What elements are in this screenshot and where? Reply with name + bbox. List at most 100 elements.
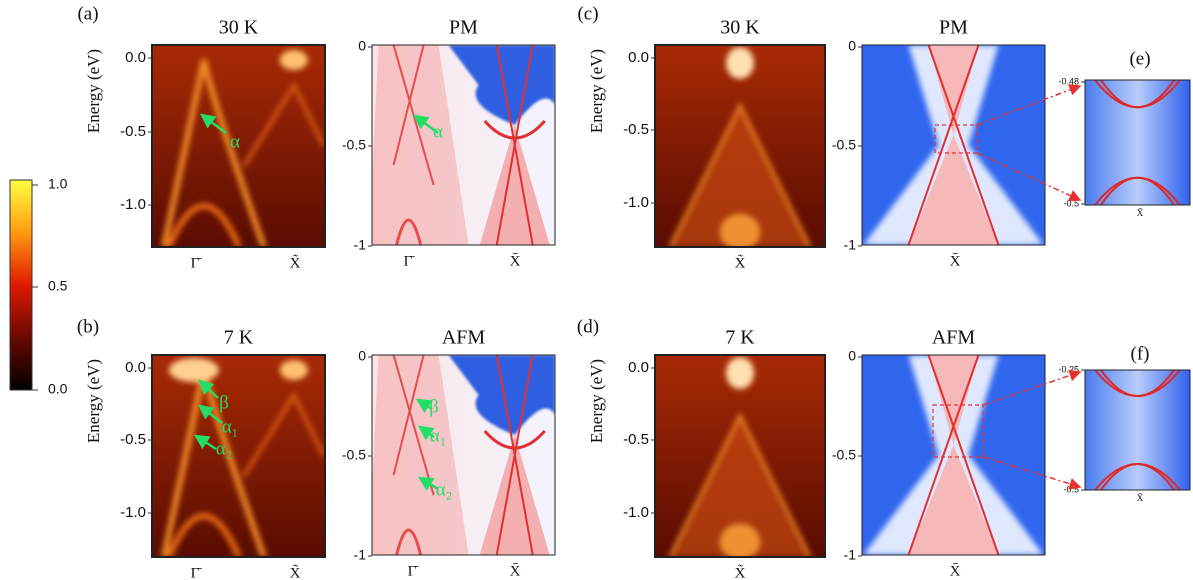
- y-tick-label: 0: [848, 38, 856, 54]
- y-tick-label: 0: [358, 38, 366, 54]
- panel-title: AFM: [932, 327, 976, 349]
- x-tick-label: X̃: [1137, 208, 1144, 218]
- annotation: β: [219, 392, 229, 413]
- page: 1.0 0.5 0.0 (a) (b) (c) (d) (e) (f) 30 K Energy (e…: [0, 0, 1193, 580]
- x-tick-label: X̃: [290, 254, 301, 271]
- y-tick-label: -0.5: [832, 447, 856, 463]
- y-tick-label: -0.5: [120, 431, 146, 448]
- panel-title: PM: [939, 17, 968, 39]
- annotation: α: [433, 121, 443, 142]
- spot: [726, 47, 754, 79]
- annotation: α₁: [430, 425, 447, 446]
- x-tick-label: X̄: [950, 253, 961, 269]
- y-tick-label: -1: [354, 237, 367, 253]
- annotation: α₂: [216, 438, 233, 459]
- panel-label: (a): [77, 3, 98, 24]
- x-tick-label: X̃: [735, 254, 746, 271]
- y-axis-label: Energy (eV): [84, 359, 103, 443]
- panel-image: [655, 45, 825, 250]
- panel-label: (b): [77, 316, 99, 337]
- spot: [169, 358, 219, 382]
- y-tick-label: -0.5: [623, 431, 649, 448]
- panel-label: (c): [577, 3, 598, 24]
- background: [152, 355, 325, 557]
- spot: [726, 357, 754, 389]
- y-tick-label: 0: [358, 348, 366, 364]
- x-tick-label: X̃: [735, 564, 746, 580]
- panel-image: [862, 355, 1045, 555]
- y-tick-label: 0.0: [125, 49, 146, 66]
- panel-title: 7 K: [725, 327, 755, 349]
- spot: [720, 524, 760, 560]
- x-tick-label: X̃: [1137, 493, 1144, 503]
- panel-image: [369, 355, 555, 555]
- colorbar-tick-label: 0.5: [48, 278, 68, 294]
- x-tick-label: X̃: [290, 564, 301, 580]
- panel: 30 K Energy (eV) 0.0 -0.5 -1.0 X̃: [587, 17, 825, 272]
- y-tick-label: 0.0: [125, 359, 146, 376]
- panel: 30 K Energy (eV) 0.0 -0.5 -1.0 Γ̄ X̃ α: [84, 17, 325, 272]
- colorbar: [10, 180, 32, 390]
- colorbar-tick-label: 0.0: [48, 381, 68, 397]
- panel: -0.48 -0.5 X̃: [1058, 76, 1190, 218]
- y-tick-label: 0.0: [628, 49, 649, 66]
- annotation: α₁: [222, 416, 239, 437]
- y-tick-label: -0.5: [120, 123, 146, 140]
- y-tick-label: -1: [354, 547, 367, 563]
- x-tick-label: X̄: [510, 563, 521, 579]
- y-tick-label: -1.0: [120, 196, 146, 213]
- y-axis-label: Energy (eV): [587, 359, 606, 443]
- panel-image: [1085, 80, 1190, 205]
- y-tick-label: -0.5: [342, 137, 366, 153]
- panel-image: [152, 355, 325, 557]
- y-tick-label: -0.5: [1063, 198, 1079, 208]
- panel: AFM 0 -0.5 -1 X̄: [832, 327, 1045, 580]
- y-tick-label: -0.5: [623, 121, 649, 138]
- figure: 1.0 0.5 0.0 (a) (b) (c) (d) (e) (f) 30 K Energy (e…: [0, 0, 1193, 580]
- annotation: α: [230, 131, 240, 152]
- y-axis-label: Energy (eV): [84, 49, 103, 133]
- spot: [280, 50, 308, 70]
- panel-label: (e): [1129, 48, 1150, 69]
- panel-image: [369, 45, 555, 245]
- panel-title: AFM: [442, 327, 486, 349]
- annotation: β: [429, 396, 439, 417]
- x-tick-label: X̄: [510, 253, 521, 269]
- y-tick-label: -1.0: [623, 504, 649, 521]
- panel-image: [862, 45, 1045, 245]
- y-tick-label: -0.5: [832, 137, 856, 153]
- y-tick-label: 0: [848, 348, 856, 364]
- y-axis-label: Energy (eV): [587, 49, 606, 133]
- spot: [280, 360, 308, 380]
- y-tick-label: -0.48: [1058, 76, 1079, 86]
- annotation: α₂: [436, 479, 453, 500]
- panel-title: 30 K: [219, 17, 259, 39]
- x-tick-label: Γ̄: [191, 255, 203, 271]
- panel-title: PM: [449, 17, 478, 39]
- panel: PM 0 -0.5 -1 X̄: [832, 17, 1045, 270]
- y-tick-label: -1: [844, 237, 857, 253]
- panel-image: [655, 355, 825, 560]
- y-tick-label: -1.0: [120, 504, 146, 521]
- panel-title: 30 K: [720, 17, 760, 39]
- panel-label: (d): [577, 316, 599, 337]
- x-tick-label: Γ̄: [408, 563, 420, 579]
- panel: 7 K Energy (eV) 0.0 -0.5 -1.0 X̃: [587, 327, 825, 580]
- panel: PM 0 -0.5 -1 Γ̄ X̄ α: [342, 17, 555, 270]
- colorbar-tick-label: 1.0: [48, 176, 68, 192]
- y-tick-label: -0.5: [342, 447, 366, 463]
- x-tick-label: Γ̄: [404, 253, 416, 269]
- panel: -0.25-0.5X̃: [1058, 364, 1190, 503]
- background: [1085, 370, 1190, 490]
- spot: [720, 214, 760, 250]
- panel-label: (f): [1131, 343, 1150, 364]
- y-tick-label: 0.0: [628, 359, 649, 376]
- y-tick-label: -1: [844, 547, 857, 563]
- x-tick-label: Γ̄: [191, 565, 203, 580]
- x-tick-label: X̄: [950, 563, 961, 579]
- panel-image: [1085, 370, 1190, 490]
- y-tick-label: -1.0: [623, 194, 649, 211]
- panel-title: 7 K: [224, 327, 254, 349]
- background: [1085, 80, 1190, 205]
